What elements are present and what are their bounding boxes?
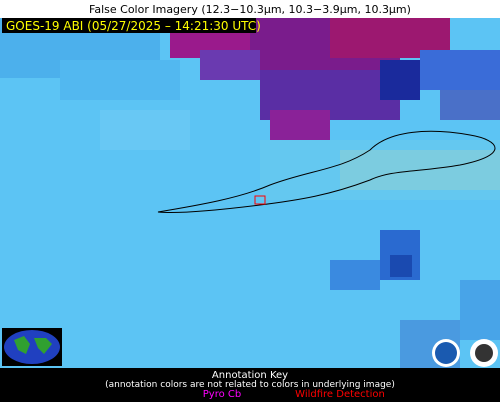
globe-logo	[2, 328, 62, 366]
imagery	[0, 18, 500, 368]
agency-logos	[432, 339, 498, 367]
legend-item: Pyro Cb	[203, 389, 241, 400]
coastline	[157, 130, 496, 214]
timestamp-box	[2, 18, 256, 33]
annotation-title: Annotation Key	[212, 370, 288, 381]
timestamp: GOES-19 ABI (05/27/2025 – 14:21:30 UTC)	[6, 19, 261, 33]
title: False Color Imagery (12.3−10.3µm, 10.3−3…	[89, 3, 411, 16]
annotation-bar	[0, 368, 500, 402]
legend-item: Wildfire Detection	[295, 389, 385, 400]
wildfire-marker	[254, 195, 266, 205]
annotation-note: (annotation colors are not related to co…	[105, 380, 395, 390]
title-strip	[0, 0, 500, 18]
